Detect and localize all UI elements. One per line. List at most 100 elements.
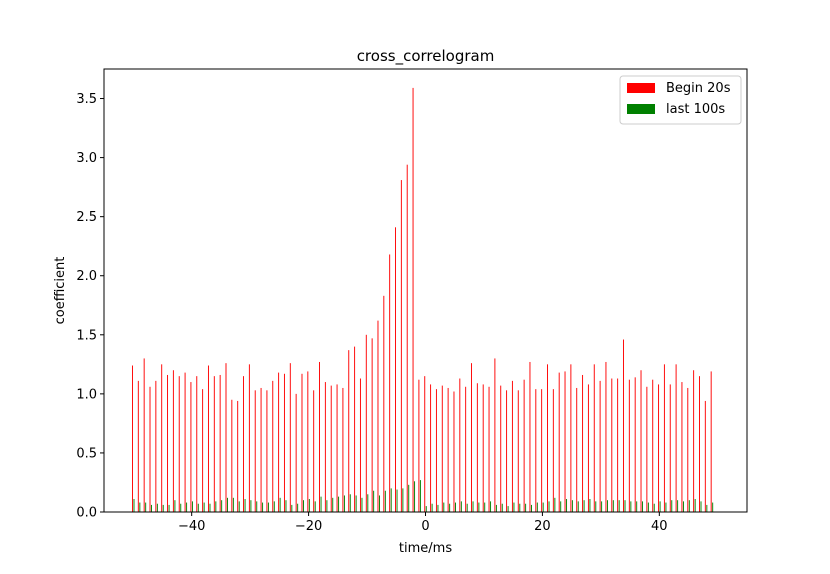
bar-begin-20s bbox=[506, 390, 508, 512]
bar-last-100s bbox=[384, 490, 386, 512]
bar-last-100s bbox=[700, 501, 702, 512]
bar-begin-20s bbox=[628, 379, 630, 512]
bar-last-100s bbox=[215, 501, 217, 512]
bar-last-100s bbox=[560, 501, 562, 512]
bars-layer bbox=[132, 87, 714, 513]
bar-begin-20s bbox=[441, 385, 443, 512]
bar-begin-20s bbox=[576, 387, 578, 512]
bar-last-100s bbox=[612, 500, 614, 512]
bar-last-100s bbox=[197, 503, 199, 512]
bar-begin-20s bbox=[190, 382, 192, 512]
bar-begin-20s bbox=[453, 391, 455, 512]
bar-last-100s bbox=[156, 503, 158, 512]
y-tick-label: 3.5 bbox=[76, 92, 97, 107]
bar-begin-20s bbox=[687, 387, 689, 512]
bar-last-100s bbox=[583, 500, 585, 512]
bar-begin-20s bbox=[313, 390, 315, 512]
bar-begin-20s bbox=[143, 358, 145, 512]
legend: Begin 20s last 100s bbox=[619, 75, 742, 125]
bar-last-100s bbox=[554, 497, 556, 512]
bar-last-100s bbox=[320, 496, 322, 512]
bar-begin-20s bbox=[663, 364, 665, 512]
y-tick-label: 1.5 bbox=[76, 328, 97, 343]
y-tick-label: 0.5 bbox=[76, 446, 97, 461]
bar-begin-20s bbox=[371, 338, 373, 512]
y-tick-label: 2.5 bbox=[76, 210, 97, 225]
bar-begin-20s bbox=[266, 390, 268, 512]
bar-begin-20s bbox=[500, 385, 502, 512]
bar-begin-20s bbox=[178, 376, 180, 512]
bar-begin-20s bbox=[558, 372, 560, 512]
y-tick-label: 3.0 bbox=[76, 151, 97, 166]
bar-last-100s bbox=[367, 494, 369, 512]
bar-last-100s bbox=[314, 501, 316, 512]
bar-last-100s bbox=[694, 499, 696, 512]
bar-last-100s bbox=[343, 495, 345, 512]
bar-last-100s bbox=[414, 481, 416, 512]
legend-swatch-begin-20s bbox=[627, 83, 655, 93]
bar-begin-20s bbox=[202, 389, 204, 512]
bar-begin-20s bbox=[529, 361, 531, 512]
bar-last-100s bbox=[455, 502, 456, 512]
bar-begin-20s bbox=[605, 361, 607, 512]
bar-last-100s bbox=[460, 501, 462, 512]
y-tick-label: 0.0 bbox=[76, 506, 97, 521]
bar-last-100s bbox=[443, 502, 445, 512]
bar-last-100s bbox=[449, 503, 451, 512]
bar-last-100s bbox=[250, 500, 252, 512]
bar-begin-20s bbox=[161, 364, 163, 512]
bar-begin-20s bbox=[354, 346, 356, 512]
bar-begin-20s bbox=[219, 374, 221, 512]
bar-begin-20s bbox=[582, 374, 584, 512]
bar-begin-20s bbox=[172, 370, 174, 512]
bar-last-100s bbox=[513, 502, 515, 512]
bar-last-100s bbox=[630, 501, 632, 512]
bar-last-100s bbox=[431, 503, 433, 512]
bar-begin-20s bbox=[289, 363, 291, 512]
bar-last-100s bbox=[466, 503, 468, 512]
bar-begin-20s bbox=[552, 389, 554, 512]
bar-begin-20s bbox=[283, 373, 285, 512]
bar-begin-20s bbox=[699, 376, 700, 512]
bar-begin-20s bbox=[137, 380, 139, 512]
bar-last-100s bbox=[151, 504, 152, 512]
bar-begin-20s bbox=[295, 393, 297, 512]
bar-begin-20s bbox=[675, 364, 677, 512]
y-axis: 0.0 0.5 1.0 1.5 2.0 2.5 3.0 3.5 bbox=[76, 92, 104, 521]
bar-last-100s bbox=[419, 480, 421, 512]
bar-last-100s bbox=[536, 502, 538, 512]
bar-begin-20s bbox=[523, 379, 525, 512]
bar-last-100s bbox=[425, 506, 427, 512]
bar-begin-20s bbox=[406, 164, 408, 512]
bar-begin-20s bbox=[254, 390, 256, 512]
bar-begin-20s bbox=[196, 376, 198, 512]
bar-last-100s bbox=[338, 496, 340, 512]
bar-last-100s bbox=[688, 500, 690, 512]
x-tick-label: −20 bbox=[295, 519, 322, 534]
bar-begin-20s bbox=[389, 254, 391, 512]
bar-begin-20s bbox=[348, 350, 350, 512]
bar-last-100s bbox=[519, 503, 521, 512]
bar-begin-20s bbox=[465, 386, 467, 512]
legend-label-begin-20s: Begin 20s bbox=[666, 81, 731, 96]
bar-begin-20s bbox=[669, 384, 671, 512]
bar-last-100s bbox=[577, 501, 579, 512]
bar-begin-20s bbox=[301, 373, 303, 512]
bar-last-100s bbox=[180, 503, 182, 512]
bar-last-100s bbox=[191, 501, 193, 512]
bar-last-100s bbox=[297, 503, 299, 512]
bar-last-100s bbox=[665, 502, 667, 512]
bar-begin-20s bbox=[476, 383, 478, 512]
bar-last-100s bbox=[618, 500, 620, 512]
bar-begin-20s bbox=[593, 364, 595, 512]
bar-last-100s bbox=[379, 495, 380, 512]
bar-begin-20s bbox=[658, 384, 660, 512]
chart-title: cross_correlogram bbox=[357, 47, 495, 66]
bar-begin-20s bbox=[447, 387, 449, 512]
bar-last-100s bbox=[186, 502, 188, 512]
bar-last-100s bbox=[355, 495, 357, 512]
bar-last-100s bbox=[542, 502, 544, 512]
bar-begin-20s bbox=[494, 358, 496, 512]
bar-begin-20s bbox=[418, 379, 420, 512]
y-axis-label: coefficient bbox=[53, 257, 68, 325]
